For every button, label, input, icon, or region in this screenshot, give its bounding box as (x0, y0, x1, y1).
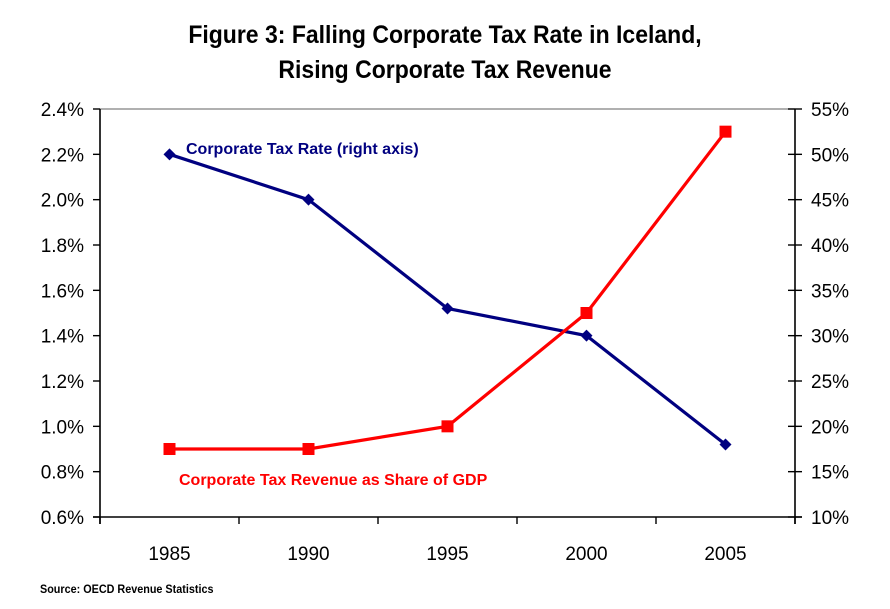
left-tick-label: 0.8% (41, 463, 84, 484)
source-note: Source: OECD Revenue Statistics (40, 582, 214, 596)
series-label-tax-rate: Corporate Tax Rate (right axis) (186, 141, 419, 158)
right-tick-label: 50% (811, 145, 849, 166)
data-point (580, 307, 593, 319)
chart-title: Figure 3: Falling Corporate Tax Rate in … (188, 21, 702, 49)
right-tick-label: 25% (811, 372, 849, 393)
right-tick-label: 15% (811, 463, 849, 484)
right-tick-label: 10% (811, 508, 849, 529)
right-tick-label: 40% (811, 236, 849, 257)
data-point (441, 302, 454, 315)
data-point (580, 329, 593, 342)
data-point (163, 443, 176, 455)
data-point (163, 148, 176, 161)
series-label-tax-revenue: Corporate Tax Revenue as Share of GDP (179, 472, 488, 489)
x-tick-label: 2005 (704, 544, 746, 565)
left-tick-label: 0.6% (41, 508, 84, 529)
data-point (719, 125, 732, 138)
series-tax-revenue (163, 125, 732, 455)
series-layer (163, 125, 732, 455)
left-tick-label: 1.8% (41, 236, 84, 257)
data-point (441, 420, 454, 433)
right-tick-label: 45% (811, 191, 849, 212)
axes (93, 108, 802, 524)
series-line (169, 152, 727, 446)
right-tick-label: 20% (811, 417, 849, 438)
left-tick-label: 2.2% (41, 145, 84, 166)
left-tick-label: 2.0% (41, 191, 84, 212)
left-tick-label: 1.0% (41, 417, 84, 438)
right-tick-label: 35% (811, 281, 849, 302)
x-axis: 1985 1990 1995 2000 2005 (99, 517, 796, 565)
x-tick-label: 1995 (426, 544, 468, 565)
right-tick-label: 55% (811, 100, 849, 121)
data-point (302, 193, 315, 206)
right-axis: 10% 15% 20% 25% 30% 35% 40% 45% 50% 55% (788, 100, 849, 529)
left-tick-label: 1.2% (41, 372, 84, 393)
chart-subtitle: Rising Corporate Tax Revenue (278, 56, 612, 84)
left-tick-label: 1.6% (41, 281, 84, 302)
x-tick-label: 2000 (565, 544, 607, 565)
series-line (169, 130, 727, 451)
x-tick-label: 1990 (287, 544, 329, 565)
left-axis: 0.6% 0.8% 1.0% 1.2% 1.4% 1.6% 1.8% 2.0% 2.2% 2.4% (41, 100, 100, 529)
data-point (302, 443, 315, 455)
left-tick-label: 1.4% (41, 327, 84, 348)
data-point (719, 438, 732, 451)
x-tick-label: 1985 (148, 544, 190, 565)
left-tick-label: 2.4% (41, 100, 84, 121)
series-tax-rate (163, 148, 732, 451)
right-tick-label: 30% (811, 327, 849, 348)
